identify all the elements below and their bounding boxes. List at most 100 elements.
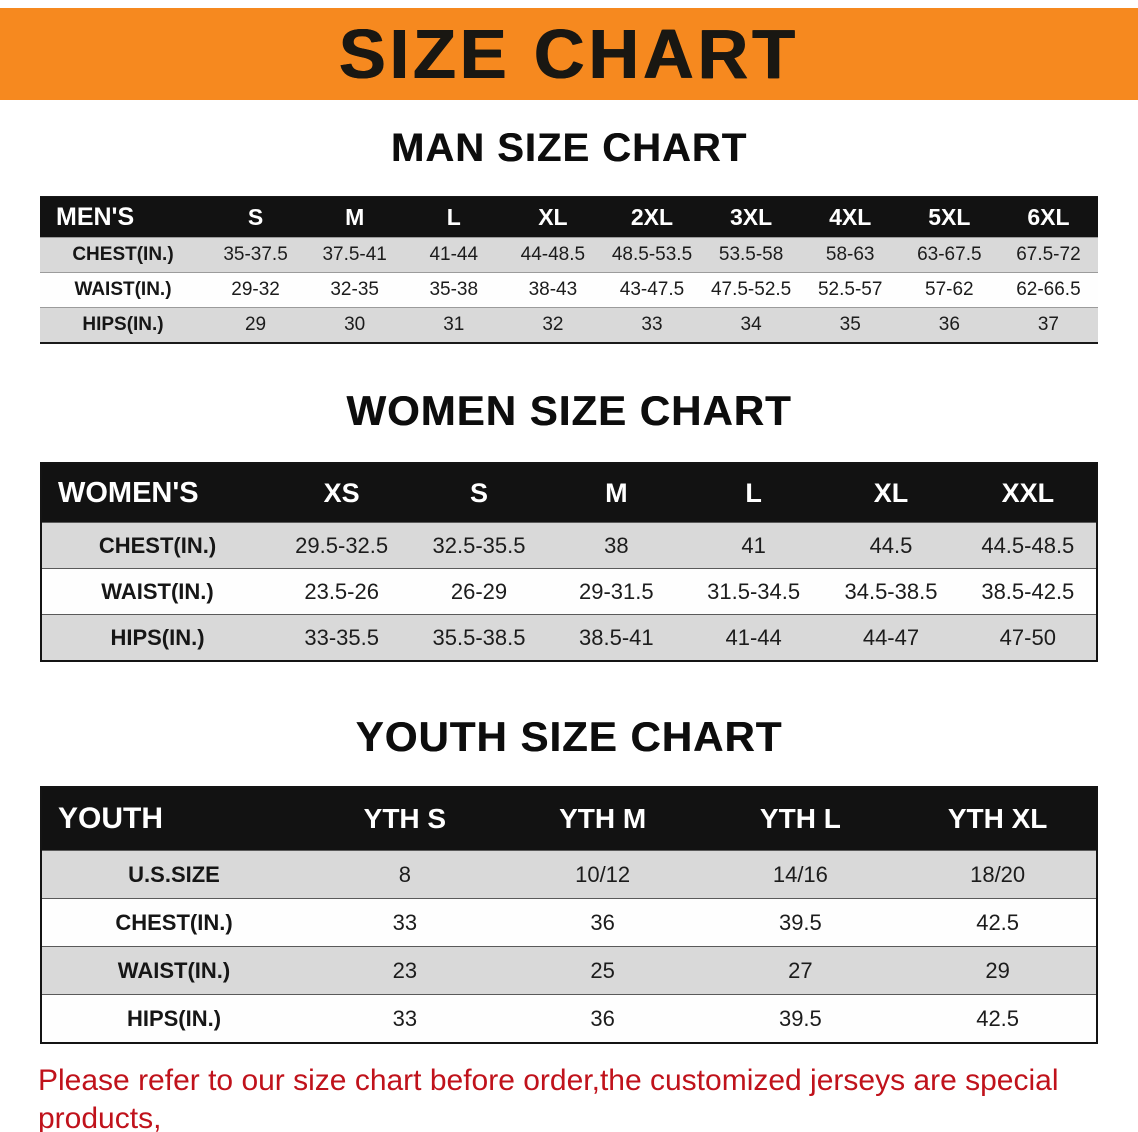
women-section-heading: WOMEN SIZE CHART — [346, 387, 792, 434]
cell-value: 43-47.5 — [619, 279, 685, 300]
column-header: YTH XL — [899, 787, 1097, 851]
cell-value: 44-48.5 — [520, 244, 586, 265]
cell-value: 37.5-41 — [322, 244, 387, 265]
column-header: XL — [503, 196, 603, 238]
table-row: CHEST(IN.) 35-37.5 37.5-41 41-44 44-48.5 48.5… — [40, 237, 1098, 273]
column-header: YTH L — [701, 787, 900, 851]
cell-value: 39.5 — [778, 1005, 822, 1031]
cell-value: 31 — [443, 314, 465, 335]
column-header: 6XL — [998, 196, 1098, 238]
cell-value: 8 — [398, 861, 411, 887]
cell-value: 38-43 — [528, 279, 578, 300]
column-header: M — [305, 196, 405, 238]
cell-value: 29-31.5 — [579, 578, 654, 604]
row-label: HIPS(IN.) — [126, 1005, 222, 1031]
column-header: XS — [273, 463, 411, 523]
column-header: S — [410, 463, 548, 523]
cell-value: 34.5-38.5 — [844, 578, 938, 604]
table-row: HIPS(IN.) 29 30 31 32 33 34 35 36 37 — [40, 307, 1098, 343]
cell-value: 33 — [641, 314, 663, 335]
cell-value: 53.5-58 — [718, 244, 784, 265]
cell-value: 47.5-52.5 — [710, 279, 792, 300]
table-header-row: MEN'S S M L XL 2XL 3XL 4XL 5XL 6XL — [40, 196, 1098, 238]
cell-value: 48.5-53.5 — [611, 244, 693, 265]
men-size-table: MEN'S S M L XL 2XL 3XL 4XL 5XL 6XL CHEST(IN.) 35-37… — [40, 196, 1098, 344]
cell-value: 57-62 — [925, 279, 974, 300]
youth-section: YOUTH SIZE CHART YOUTH YTH S YTH M YTH L YTH… — [0, 713, 1138, 1045]
cell-value: 36 — [590, 1005, 615, 1031]
women-size-table: WOMEN'S XS S M L XL XXL CHEST(IN.) 29.5-32.5 32.5… — [40, 462, 1098, 663]
cell-value: 38.5-41 — [579, 624, 654, 650]
cell-value: 32 — [542, 314, 564, 335]
cell-value: 36 — [938, 314, 960, 335]
cell-value: 35 — [839, 314, 861, 335]
table-header-row: YOUTH YTH S YTH M YTH L YTH XL — [41, 787, 1097, 851]
cell-value: 10/12 — [575, 861, 631, 887]
cell-value: 36 — [590, 909, 615, 935]
cell-value: 41-44 — [725, 624, 782, 650]
table-title: MEN'S — [40, 196, 206, 238]
row-label: U.S.SIZE — [128, 861, 220, 887]
table-row: WAIST(IN.) 23.5-26 26-29 29-31.5 31.5-34.5 34… — [41, 568, 1097, 615]
men-section-heading: MAN SIZE CHART — [390, 126, 748, 170]
cell-value: 37 — [1037, 314, 1059, 335]
cell-value: 32.5-35.5 — [432, 532, 526, 558]
cell-value: 42.5 — [976, 909, 1020, 935]
row-label: CHEST(IN.) — [115, 909, 233, 935]
cell-value: 63-67.5 — [917, 244, 982, 265]
row-label: WAIST(IN.) — [101, 578, 214, 604]
cell-value: 39.5 — [778, 909, 822, 935]
row-label: HIPS(IN.) — [82, 314, 164, 335]
cell-value: 29.5-32.5 — [295, 532, 389, 558]
cell-value: 44.5 — [869, 532, 913, 558]
banner: SIZE CHART — [0, 8, 1138, 100]
table-row: HIPS(IN.) 33 36 39.5 42.5 — [41, 994, 1097, 1044]
cell-value: 44-47 — [862, 624, 920, 650]
column-header: 2XL — [602, 196, 702, 238]
cell-value: 41-44 — [429, 244, 479, 265]
table-row: WAIST(IN.) 29-32 32-35 35-38 38-43 43-47.5 47.… — [40, 272, 1098, 308]
table-row: U.S.SIZE 8 10/12 14/16 18/20 — [41, 850, 1097, 899]
row-label: WAIST(IN.) — [117, 957, 231, 983]
column-header: L — [404, 196, 504, 238]
cell-value: 29 — [244, 314, 267, 335]
cell-value: 26-29 — [450, 578, 508, 604]
cell-value: 58-63 — [825, 244, 875, 265]
cell-value: 29-32 — [231, 279, 280, 300]
cell-value: 67.5-72 — [1016, 244, 1081, 265]
row-label: WAIST(IN.) — [74, 279, 172, 300]
table-row: HIPS(IN.) 33-35.5 35.5-38.5 38.5-41 41-44 44-… — [41, 614, 1097, 662]
column-header: 4XL — [800, 196, 900, 238]
column-header: S — [206, 196, 306, 238]
table-row: WAIST(IN.) 23 25 27 29 — [41, 946, 1097, 995]
cell-value: 41 — [741, 532, 766, 558]
table-header-row: WOMEN'S XS S M L XL XXL — [41, 463, 1097, 523]
cell-value: 33 — [392, 1005, 418, 1031]
youth-section-heading: YOUTH SIZE CHART — [355, 713, 783, 761]
row-label: CHEST(IN.) — [98, 532, 217, 558]
cell-value: 23 — [392, 957, 418, 983]
cell-value: 44.5-48.5 — [981, 532, 1075, 558]
table-row: CHEST(IN.) 29.5-32.5 32.5-35.5 38 41 44.5 44.5… — [41, 522, 1097, 569]
youth-size-table: YOUTH YTH S YTH M YTH L YTH XL U.S.SIZE 8 10/12… — [40, 786, 1098, 1045]
cell-value: 18/20 — [970, 861, 1026, 887]
cell-value: 35-38 — [429, 279, 479, 300]
column-header: YTH S — [306, 787, 504, 851]
cell-value: 35-37.5 — [223, 244, 288, 265]
column-header: XXL — [959, 463, 1097, 523]
cell-value: 62-66.5 — [1016, 279, 1081, 300]
column-header: L — [684, 463, 823, 523]
column-header: YTH M — [503, 787, 702, 851]
footer-notice: Please refer to our size chart before or… — [38, 1062, 1100, 1132]
cell-value: 34 — [740, 314, 762, 335]
table-title: WOMEN'S — [41, 463, 273, 523]
column-header: M — [547, 463, 685, 523]
men-section: MAN SIZE CHART MEN'S S M L XL 2XL 3XL 4XL 5XL 6XL… — [0, 126, 1138, 344]
cell-value: 38 — [604, 532, 629, 558]
row-label: CHEST(IN.) — [72, 244, 174, 265]
cell-value: 29 — [985, 957, 1010, 983]
page-title: SIZE CHART — [339, 15, 799, 93]
women-section: WOMEN SIZE CHART WOMEN'S XS S M L XL XXL CHEST(… — [0, 387, 1138, 663]
cell-value: 52.5-57 — [817, 279, 883, 300]
